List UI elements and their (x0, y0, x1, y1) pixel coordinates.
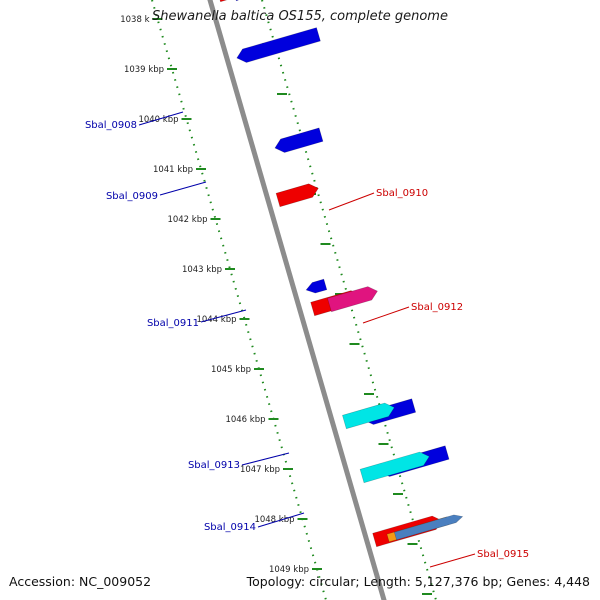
tick-label: 1045 kbp (211, 365, 251, 375)
tick-label: 1046 kbp (225, 415, 265, 425)
gene-label: Sbal_0910 (376, 188, 428, 199)
gene-leader-line (241, 452, 290, 466)
tick-label: 1043 kbp (182, 265, 222, 275)
gene-label: Sbal_0915 (477, 549, 529, 560)
gene-sbal-0913 (342, 402, 395, 430)
gene-label: Sbal_0913 (188, 460, 240, 471)
gene-leader-line (138, 111, 184, 126)
gene-leader-line (362, 306, 410, 324)
tick-label: 1038 k (120, 15, 149, 25)
tick-label: 1042 kbp (167, 215, 207, 225)
tick-label: 1040 kbp (138, 115, 178, 125)
gene-sbal-0908 (236, 27, 321, 63)
gene-sbal-0914 (359, 451, 430, 484)
gene-leader-line (257, 512, 305, 528)
tick-label: 1044 kbp (196, 315, 236, 325)
gene-label: Sbal_0912 (411, 302, 463, 313)
gene-label: Sbal_0909 (106, 191, 158, 202)
gene-sbal-0910 (275, 183, 319, 208)
gene-label: Sbal_0911 (147, 318, 199, 329)
genome-backbone (207, 0, 387, 600)
tick-label: 1039 kbp (124, 65, 164, 75)
tick-label: 1049 kbp (269, 565, 309, 575)
gene-label: Sbal_0914 (204, 522, 256, 533)
gene-leader-line (200, 309, 247, 323)
accession-text: Accession: NC_009052 (9, 574, 152, 589)
gene-leader-line (159, 181, 207, 196)
tick-label: 1048 kbp (254, 515, 294, 525)
gene-sbal-0909 (274, 127, 324, 153)
gene-steel-1049 (393, 514, 464, 541)
gene-magenta-1044 (327, 286, 378, 313)
tick-label: 1047 kbp (240, 465, 280, 475)
genome-title: Shewanella baltica OS155, complete genom… (152, 9, 448, 24)
gene-label: Sbal_0908 (85, 120, 137, 131)
gene-sbal-0911 (305, 278, 328, 294)
genome-summary-text: Topology: circular; Length: 5,127,376 bp… (246, 574, 590, 589)
gene-leader-line (328, 192, 375, 211)
gene-top-blue (232, 0, 245, 2)
dotted-track-1 (151, 0, 327, 600)
tick-label: 1041 kbp (153, 165, 193, 175)
gene-leader-line (429, 553, 476, 568)
